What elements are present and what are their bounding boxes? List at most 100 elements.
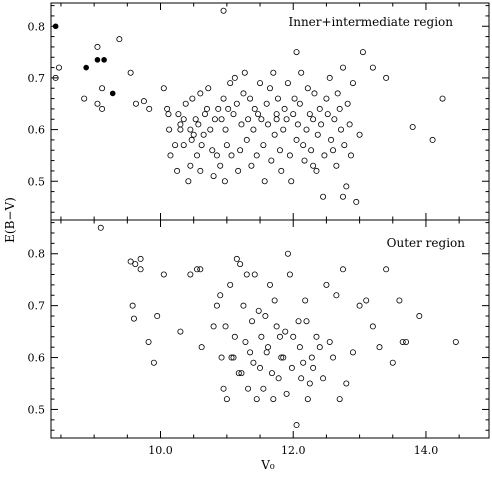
open-data-point (94, 43, 101, 50)
open-data-point (127, 258, 134, 265)
open-data-point (154, 313, 161, 320)
open-data-point (220, 385, 227, 392)
open-data-point (201, 111, 208, 118)
open-data-point (97, 224, 104, 231)
open-data-point (326, 338, 333, 345)
open-data-point (192, 116, 199, 123)
open-data-point (303, 126, 310, 133)
open-data-point (257, 364, 264, 371)
filled-data-point (94, 57, 101, 63)
open-data-point (253, 396, 260, 403)
open-data-point (328, 136, 335, 143)
open-data-point (223, 142, 230, 149)
open-data-point (313, 167, 320, 174)
open-data-point (276, 333, 283, 340)
open-data-point (248, 162, 255, 169)
open-data-point (146, 105, 153, 112)
open-data-point (233, 100, 240, 107)
open-data-point (160, 85, 167, 92)
open-data-point (273, 111, 280, 118)
open-data-point (177, 328, 184, 335)
open-data-point (260, 385, 267, 392)
open-data-point (231, 74, 238, 81)
open-data-point (223, 396, 230, 403)
open-data-point (282, 328, 289, 335)
open-data-point (137, 255, 144, 262)
open-data-point (300, 359, 307, 366)
open-data-point (140, 98, 147, 105)
open-data-point (274, 95, 281, 102)
filled-data-point (101, 57, 107, 63)
open-data-point (235, 167, 242, 174)
open-data-point (228, 354, 235, 361)
open-data-point (81, 95, 88, 102)
open-data-point (429, 136, 436, 143)
top-panel-frame (50, 2, 490, 221)
open-data-point (331, 116, 338, 123)
open-data-point (356, 131, 363, 138)
y-tick-label: 0.6 (28, 124, 46, 137)
filled-data-point (83, 64, 89, 71)
open-data-point (177, 121, 184, 128)
open-data-point (369, 64, 376, 71)
open-data-point (306, 111, 313, 118)
open-data-point (288, 364, 295, 371)
open-data-point (221, 178, 228, 185)
open-data-point (278, 354, 285, 361)
open-data-point (286, 271, 293, 278)
open-data-point (336, 105, 343, 112)
open-data-point (260, 142, 267, 149)
open-data-point (242, 338, 249, 345)
x-tick-label: 14.0 (414, 444, 439, 457)
open-data-point (298, 375, 305, 382)
open-data-point (185, 178, 192, 185)
y-tick-label: 0.5 (28, 175, 46, 188)
open-data-point (132, 261, 139, 268)
open-data-point (197, 167, 204, 174)
open-data-point (310, 162, 317, 169)
open-data-point (326, 74, 333, 81)
open-data-point (268, 370, 275, 377)
open-data-point (187, 271, 194, 278)
open-data-point (240, 90, 247, 97)
open-data-point (203, 105, 210, 112)
open-data-point (129, 302, 136, 309)
open-data-point (198, 142, 205, 149)
open-data-point (343, 380, 350, 387)
open-data-point (231, 333, 238, 340)
open-data-point (416, 313, 423, 320)
open-data-point (333, 292, 340, 299)
open-data-point (320, 375, 327, 382)
open-data-point (218, 354, 225, 361)
open-data-point (174, 167, 181, 174)
open-data-point (218, 116, 225, 123)
open-data-point (409, 124, 416, 131)
bottom-panel-title: Outer region (387, 236, 466, 250)
bottom-panel-frame (50, 219, 490, 439)
open-data-point (290, 333, 297, 340)
open-data-point (291, 95, 298, 102)
open-data-point (320, 193, 327, 200)
open-data-point (249, 318, 256, 325)
open-data-point (250, 126, 257, 133)
filled-data-point (109, 90, 116, 97)
open-data-point (271, 131, 278, 138)
open-data-point (311, 90, 318, 97)
open-data-point (130, 315, 137, 322)
open-data-point (304, 85, 311, 92)
open-data-point (284, 80, 291, 87)
open-data-point (195, 121, 202, 128)
open-data-point (251, 105, 258, 112)
open-data-point (237, 147, 244, 154)
open-data-point (190, 131, 197, 138)
open-data-point (255, 307, 262, 314)
open-data-point (198, 344, 205, 351)
open-data-point (275, 375, 282, 382)
open-data-point (334, 90, 341, 97)
open-data-point (235, 370, 242, 377)
open-data-point (339, 266, 346, 273)
open-data-point (383, 266, 390, 273)
open-data-point (278, 167, 285, 174)
open-data-point (344, 100, 351, 107)
